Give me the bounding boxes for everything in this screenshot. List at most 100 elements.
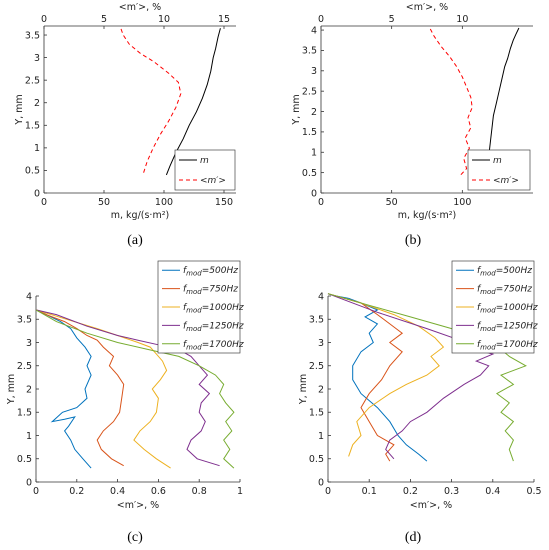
panel-c-xtick-label-2: 0.4 xyxy=(110,486,125,497)
panel-c-legend-label-1: fmod=750Hz xyxy=(183,285,238,297)
panel-d-caption: (d) xyxy=(405,530,422,545)
panel-c-ytick-label-3: 1.5 xyxy=(17,408,32,419)
panel-c-ytick-label-2: 1 xyxy=(26,431,32,442)
panel-c-x-axis-label: <m′>, % xyxy=(117,500,159,511)
panel-d-y-axis-label: Y, mm xyxy=(298,374,309,405)
panel-a-ytick-label-5: 2.5 xyxy=(25,75,40,86)
panel-b-x-top-axis-label: <m′>, % xyxy=(406,2,448,13)
panel-d-xtick-label-3: 0.3 xyxy=(444,486,459,497)
panel-d-ytick-label-7: 3.5 xyxy=(309,315,324,326)
panel-a-legend-box xyxy=(174,149,236,191)
panel-c-ytick-label-6: 3 xyxy=(26,338,32,349)
panel-c-caption: (c) xyxy=(127,530,143,545)
panel-b-series-line-0 xyxy=(485,27,520,175)
panel-d-ytick-label-8: 4 xyxy=(318,291,324,302)
panel-b-xtick-bottom-label-1: 50 xyxy=(386,197,398,208)
panel-d-legend-label-2: fmod=1000Hz xyxy=(477,303,538,315)
panel-b-xtick-bottom-label-0: 0 xyxy=(318,197,324,208)
panel-a-xtick-bottom-label-3: 150 xyxy=(215,197,233,208)
panel-d-ytick-label-0: 0 xyxy=(318,477,324,488)
panel-d-ytick-label-4: 2 xyxy=(318,384,324,395)
panel-a-ytick-label-3: 1.5 xyxy=(25,121,40,132)
panel-a: 0 0.5 1 1.5 2 2.5 3 3.5 Y, mm 0 50 100 150 0 5 10 15 m, k… xyxy=(14,2,236,221)
panel-d-xtick-label-5: 0.5 xyxy=(526,486,541,497)
panel-c-series-line-1 xyxy=(35,309,125,467)
panel-c-xtick-label-5: 1 xyxy=(237,486,243,497)
panel-c-legend-label-3: fmod=1250Hz xyxy=(183,321,244,333)
panel-b-series-line-1 xyxy=(429,27,473,176)
panel-c-xtick-label-4: 0.8 xyxy=(192,486,207,497)
panel-a-series-line-1 xyxy=(120,28,182,173)
panel-c-series-line-3 xyxy=(35,309,220,467)
panel-d-series-line-1 xyxy=(327,293,404,462)
panel-b-ytick-label-5: 2.5 xyxy=(302,86,317,97)
panel-c-legend-label-0: fmod=500Hz xyxy=(183,266,238,278)
panel-d-x-axis-label: <m′>, % xyxy=(410,500,452,511)
panel-d-ytick-label-3: 1.5 xyxy=(309,408,324,419)
panel-a-y-axis-label: Y, mm xyxy=(14,94,25,125)
panel-a-x-top-axis-label: <m′>, % xyxy=(119,2,161,13)
panel-b-legend-label-0: m xyxy=(493,156,502,166)
panel-b-ytick-label-0: 0 xyxy=(311,188,317,199)
panel-b-legend-label-1: <m′> xyxy=(493,176,519,186)
panel-d-legend-label-1: fmod=750Hz xyxy=(477,285,532,297)
panel-c-series-line-4 xyxy=(35,309,235,469)
panel-b-caption: (b) xyxy=(405,233,422,248)
panel-a-xtick-top-label-0: 0 xyxy=(41,14,47,25)
panel-d-legend-label-4: fmod=1700Hz xyxy=(477,340,538,352)
panel-a-caption: (a) xyxy=(127,233,143,248)
panel-d-series-line-3 xyxy=(327,293,495,460)
panel-b-x-bottom-axis-label: m, kg/(s·m²) xyxy=(398,210,456,221)
panel-b-ytick-label-3: 1.5 xyxy=(302,127,317,138)
panel-b-y-axis-label: Y, mm xyxy=(291,94,302,125)
panel-d-series-line-4 xyxy=(327,293,527,462)
panel-d-xtick-label-1: 0.1 xyxy=(362,486,377,497)
panel-b: 0 0.5 1 1.5 2 2.5 3 3.5 4 Y, mm 0 50 100 0 5 10 m, kg/(s… xyxy=(291,2,533,221)
panel-d-ytick-label-5: 2.5 xyxy=(309,361,324,372)
panel-a-xtick-bottom-label-0: 0 xyxy=(41,197,47,208)
panel-c-series-line-2 xyxy=(35,309,171,469)
panel-b-ytick-label-8: 4 xyxy=(311,25,317,36)
panel-b-ytick-label-6: 3 xyxy=(311,66,317,77)
panel-d-ytick-label-2: 1 xyxy=(318,431,324,442)
panel-c-ytick-label-7: 3.5 xyxy=(17,315,32,326)
panel-b-xtick-top-label-2: 10 xyxy=(456,14,468,25)
panel-d: 0 0.5 1 1.5 2 2.5 3 3.5 4 Y, mm 0 0.1 0.2 0.3 0.4 0.5 <m… xyxy=(298,260,542,511)
panel-d-xtick-label-2: 0.2 xyxy=(403,486,418,497)
panel-a-ytick-label-0: 0 xyxy=(34,188,40,199)
panel-b-xtick-top-label-1: 5 xyxy=(389,14,395,25)
panel-a-ytick-label-4: 2 xyxy=(34,98,40,109)
panel-c-xtick-label-3: 0.6 xyxy=(151,486,166,497)
panel-a-ytick-label-7: 3.5 xyxy=(25,30,40,41)
panel-a-legend-label-1: <m′> xyxy=(200,176,226,186)
panel-c: 0 0.5 1 1.5 2 2.5 3 3.5 4 Y, mm 0 0.2 0.4 0.6 0.8 1 <m′>… xyxy=(6,260,244,511)
panel-a-ytick-label-1: 0.5 xyxy=(25,166,40,177)
panel-c-ytick-label-5: 2.5 xyxy=(17,361,32,372)
panel-c-xtick-label-0: 0 xyxy=(33,486,39,497)
panel-c-xtick-label-1: 0.2 xyxy=(69,486,84,497)
panel-d-ytick-label-1: 0.5 xyxy=(309,454,324,465)
panel-d-legend-label-3: fmod=1250Hz xyxy=(477,321,538,333)
panel-a-x-bottom-axis-label: m, kg/(s·m²) xyxy=(111,210,169,221)
panel-c-legend-label-4: fmod=1700Hz xyxy=(183,340,244,352)
panel-a-xtick-bottom-label-1: 50 xyxy=(98,197,110,208)
panel-b-xtick-top-label-0: 0 xyxy=(318,14,324,25)
panel-d-series-line-2 xyxy=(327,293,445,457)
panel-b-ytick-label-2: 1 xyxy=(311,148,317,159)
panel-a-legend-label-0: m xyxy=(200,156,209,166)
panel-a-xtick-top-label-3: 15 xyxy=(218,14,230,25)
panel-c-y-axis-label: Y, mm xyxy=(6,374,17,405)
panel-b-ytick-label-1: 0.5 xyxy=(302,168,317,179)
panel-c-legend-label-2: fmod=1000Hz xyxy=(183,303,244,315)
panel-d-ytick-label-6: 3 xyxy=(318,338,324,349)
panel-d-legend-label-0: fmod=500Hz xyxy=(477,266,532,278)
panel-a-xtick-bottom-label-2: 100 xyxy=(155,197,173,208)
panel-a-ytick-label-2: 1 xyxy=(34,143,40,154)
panel-b-legend-box xyxy=(467,149,531,191)
panel-d-xtick-label-4: 0.4 xyxy=(485,486,500,497)
panel-c-ytick-label-4: 2 xyxy=(26,384,32,395)
panel-c-ytick-label-0: 0 xyxy=(26,477,32,488)
panel-d-xtick-label-0: 0 xyxy=(325,486,331,497)
panel-c-ytick-label-8: 4 xyxy=(26,291,32,302)
